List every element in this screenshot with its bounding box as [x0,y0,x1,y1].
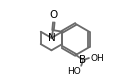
Text: N: N [48,33,55,43]
Text: HO: HO [67,67,80,76]
Text: B: B [79,55,86,65]
Text: OH: OH [90,54,104,63]
Text: O: O [50,10,58,20]
